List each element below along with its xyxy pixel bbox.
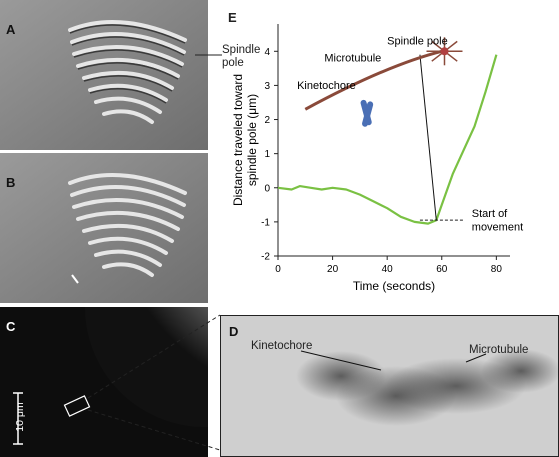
x-axis-label: Time (seconds) xyxy=(353,279,435,293)
microtubule-strand xyxy=(304,49,443,111)
spindle-pole-dot xyxy=(440,47,449,56)
y-axis-label-line: spindle pole (μm) xyxy=(245,94,259,186)
micrograph-panel-c: C 10 μm xyxy=(0,307,208,457)
kinetochore-arm-right xyxy=(362,101,374,127)
x-tick-label: 40 xyxy=(382,264,394,275)
x-tick-label: 60 xyxy=(436,264,448,275)
y-tick-label: 0 xyxy=(264,183,270,194)
micrograph-d-image xyxy=(221,316,558,456)
y-tick-label: -2 xyxy=(261,252,270,263)
micrograph-c-image xyxy=(0,307,208,457)
micrograph-panel-b: B xyxy=(0,153,208,303)
micrograph-panel-a: A xyxy=(0,0,208,150)
spindle-pole-callout: Spindle pole xyxy=(222,44,260,70)
panel-label-c: C xyxy=(6,319,16,334)
y-tick-label: 1 xyxy=(264,149,270,160)
micrograph-a-image xyxy=(0,0,208,150)
spindle-pole-callout-line2: pole xyxy=(222,57,244,69)
micrograph-microtubule-label: Microtubule xyxy=(469,344,529,356)
y-tick-label: 4 xyxy=(264,47,270,58)
micrograph-panel-d: D Kinetochore Microtubule xyxy=(220,315,559,457)
panel-label-a: A xyxy=(6,22,16,37)
micrograph-b-image xyxy=(0,153,208,303)
inset-spindle-pole-label: Spindle pole xyxy=(387,35,448,47)
y-tick-label: 3 xyxy=(264,81,270,92)
spindle-pole-callout-line1: Spindle xyxy=(222,44,261,56)
micrograph-kinetochore-label: Kinetochore xyxy=(251,340,313,352)
curve-line xyxy=(277,54,498,225)
inset-microtubule-label: Microtubule xyxy=(324,53,381,65)
panel-label-d: D xyxy=(229,324,239,339)
x-tick-label: 80 xyxy=(491,264,503,275)
start-label-line2: movement xyxy=(472,221,523,233)
inset-pointer-line xyxy=(419,54,437,221)
panel-label-e: E xyxy=(228,10,237,25)
y-tick-label: 2 xyxy=(264,115,270,126)
inset-kinetochore-label: Kinetochore xyxy=(297,80,356,92)
y-tick-label: -1 xyxy=(261,217,270,228)
chart-e: 0 20 40 60 80 -2 -1 0 1 2 3 4 Time (seconds) Distance… xyxy=(231,24,523,293)
x-tick-label: 20 xyxy=(327,264,339,275)
start-label-line1: Start of xyxy=(472,208,508,220)
x-tick-label: 0 xyxy=(275,264,281,275)
y-axis-label-line: Distance traveled toward xyxy=(231,74,245,206)
spindle-pole-leader xyxy=(195,54,222,56)
panel-label-b: B xyxy=(6,175,16,190)
